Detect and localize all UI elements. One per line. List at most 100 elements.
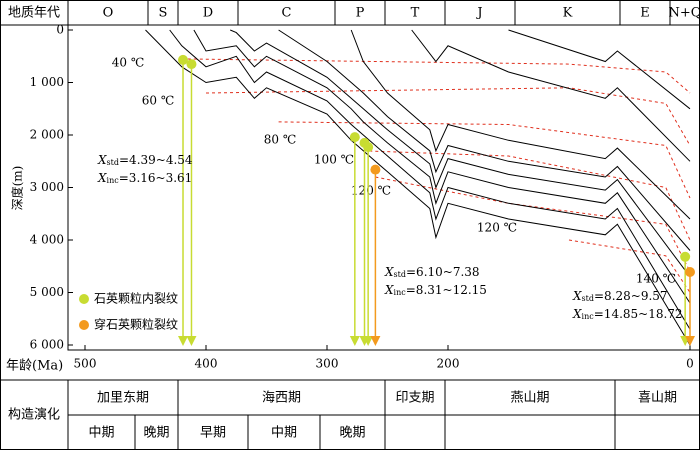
- stage-label: 加里东期: [97, 391, 149, 406]
- x-tick-label: 500: [74, 357, 97, 371]
- annotation-symbol: X: [384, 265, 394, 279]
- burial-line: [193, 29, 691, 304]
- annotation: Xstd=8.28~9.57: [572, 289, 668, 304]
- burial-line: [508, 29, 691, 110]
- annotation: Xinc=14.85~18.72: [572, 307, 683, 322]
- burial-line: [411, 29, 691, 162]
- data-point: [363, 142, 374, 153]
- data-point: [685, 267, 695, 278]
- x-axis-label: 年龄(Ma): [6, 359, 63, 374]
- annotation-symbol: X: [572, 307, 582, 321]
- isotherm-label: 120 ℃: [351, 184, 391, 198]
- substage-label: 早期: [200, 426, 226, 441]
- annotation-symbol: X: [97, 171, 107, 185]
- isotherm-label: 40 ℃: [112, 56, 145, 70]
- period-label: K: [563, 6, 573, 21]
- isotherm: [375, 176, 691, 272]
- annotation-symbol: X: [384, 283, 394, 297]
- isotherm-label: 140 ℃: [636, 272, 676, 286]
- annotation: Xstd=6.10~7.38: [384, 265, 480, 280]
- period-label: J: [475, 6, 482, 21]
- arrow-head: [349, 336, 360, 346]
- annotation-text: =6.10~7.38: [406, 265, 480, 279]
- annotation: Xinc=8.31~12.15: [384, 283, 487, 298]
- legend-marker: [79, 320, 89, 330]
- annotation-text: =3.16~3.61: [119, 171, 193, 185]
- data-point: [680, 251, 691, 262]
- annotation-subscript: std: [394, 270, 406, 279]
- substage-label: 晚期: [339, 426, 365, 441]
- substage-label: 中期: [271, 426, 297, 441]
- burial-line: [350, 29, 691, 220]
- stage-label: 印支期: [395, 391, 434, 406]
- isotherm-label: 60 ℃: [142, 94, 175, 108]
- stage-label: 海西期: [262, 391, 301, 406]
- stage-label: 喜山期: [638, 391, 677, 406]
- arrow-head: [186, 336, 197, 346]
- annotation-subscript: inc: [107, 176, 120, 185]
- burial-line: [169, 29, 691, 330]
- header-label: 地质年代: [8, 6, 60, 21]
- legend-marker: [79, 294, 89, 304]
- burial-line: [145, 29, 691, 346]
- tectonics-label: 构造演化: [8, 407, 60, 423]
- period-label: E: [640, 6, 650, 21]
- y-tick-label: 1 000: [30, 75, 64, 89]
- data-point: [178, 54, 189, 65]
- substage-label: 中期: [88, 426, 114, 441]
- arrow-head: [363, 336, 374, 346]
- isotherm-label: 120 ℃: [477, 221, 517, 235]
- arrow-head: [685, 336, 695, 346]
- annotation-subscript: inc: [582, 312, 595, 321]
- legend-label: 穿石英颗粒裂纹: [94, 317, 178, 332]
- legend-label: 石英颗粒内裂纹: [94, 291, 178, 306]
- data-point: [349, 132, 360, 143]
- period-label: S: [159, 6, 168, 21]
- y-axis-label: 深度(m): [10, 166, 25, 211]
- annotation: Xstd=4.39~4.54: [97, 153, 193, 168]
- burial-line: [278, 29, 691, 251]
- y-tick-label: 5 000: [30, 285, 64, 299]
- annotation: Xinc=3.16~3.61: [97, 171, 192, 186]
- isotherm-label: 100 ℃: [314, 153, 354, 167]
- isotherm: [568, 239, 691, 293]
- data-point: [370, 164, 381, 175]
- annotation-symbol: X: [97, 153, 107, 167]
- isotherm: [363, 150, 691, 241]
- substage-label: 晚期: [143, 426, 169, 441]
- period-label: D: [203, 6, 213, 21]
- y-tick-label: 4 000: [30, 233, 64, 247]
- period-label: O: [103, 6, 114, 21]
- annotation-symbol: X: [572, 289, 582, 303]
- annotation-subscript: std: [107, 158, 119, 167]
- annotation-text: =4.39~4.54: [119, 153, 193, 167]
- annotation-subscript: std: [582, 294, 594, 303]
- period-label: T: [411, 6, 420, 21]
- y-tick-label: 2 000: [30, 128, 64, 142]
- period-label: N+Q: [669, 6, 700, 21]
- y-tick-label: 6 000: [30, 338, 64, 352]
- period-label: C: [282, 6, 292, 21]
- isotherm: [181, 58, 691, 94]
- x-tick-label: 200: [437, 357, 460, 371]
- annotation-text: =14.85~18.72: [594, 307, 683, 321]
- isotherm: [205, 87, 691, 146]
- burial-line: [230, 29, 691, 278]
- annotation-subscript: inc: [394, 288, 407, 297]
- data-point: [186, 59, 197, 70]
- arrow-head: [370, 336, 381, 346]
- arrow-head: [178, 336, 189, 346]
- y-tick-label: 0: [56, 23, 64, 37]
- y-tick-label: 3 000: [30, 180, 64, 194]
- x-tick-label: 300: [316, 357, 339, 371]
- annotation-text: =8.28~9.57: [594, 289, 668, 303]
- stage-label: 燕山期: [510, 391, 549, 406]
- x-tick-label: 400: [195, 357, 218, 371]
- isotherm-label: 80 ℃: [264, 133, 297, 147]
- isotherm: [278, 121, 691, 199]
- annotation-text: =8.31~12.15: [406, 283, 487, 297]
- period-label: P: [356, 6, 365, 21]
- x-tick-label: 0: [686, 357, 694, 371]
